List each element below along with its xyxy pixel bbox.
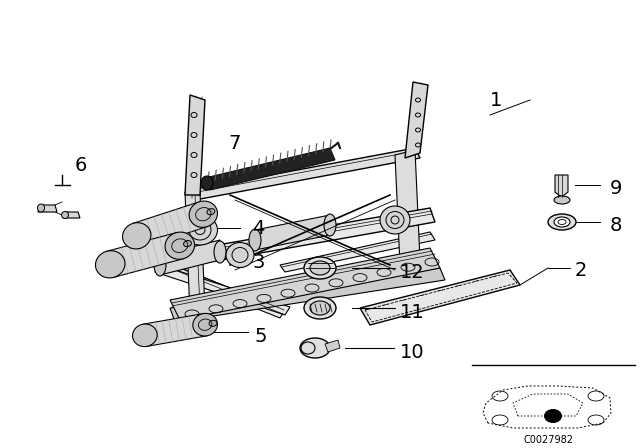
Ellipse shape [38, 204, 45, 212]
Polygon shape [395, 150, 420, 265]
Polygon shape [160, 240, 220, 275]
Ellipse shape [300, 338, 330, 358]
Ellipse shape [324, 214, 336, 236]
Ellipse shape [184, 241, 191, 247]
Ellipse shape [132, 324, 157, 347]
Polygon shape [255, 215, 330, 250]
Text: 9: 9 [610, 178, 622, 198]
Ellipse shape [193, 314, 218, 336]
Polygon shape [185, 95, 205, 195]
Text: 8: 8 [610, 215, 622, 234]
Text: 10: 10 [400, 343, 424, 362]
Ellipse shape [554, 217, 570, 227]
Ellipse shape [61, 211, 68, 219]
Text: C0027982: C0027982 [523, 435, 573, 445]
Text: 1: 1 [490, 90, 502, 109]
Ellipse shape [554, 196, 570, 204]
Text: 5: 5 [255, 327, 268, 345]
Polygon shape [205, 148, 335, 190]
Ellipse shape [249, 229, 261, 251]
Ellipse shape [95, 251, 125, 278]
Ellipse shape [304, 297, 336, 319]
Ellipse shape [182, 215, 218, 245]
Polygon shape [107, 233, 183, 277]
Ellipse shape [310, 261, 330, 275]
Text: 3: 3 [252, 253, 264, 271]
Polygon shape [555, 175, 568, 196]
Ellipse shape [310, 301, 330, 315]
Text: 2: 2 [575, 260, 588, 280]
Ellipse shape [214, 241, 226, 263]
Ellipse shape [548, 214, 576, 230]
Polygon shape [38, 205, 57, 212]
Polygon shape [190, 148, 420, 200]
Polygon shape [170, 268, 445, 322]
Polygon shape [280, 232, 435, 272]
Polygon shape [325, 340, 340, 352]
Text: 7: 7 [228, 134, 241, 152]
Ellipse shape [380, 206, 410, 234]
Polygon shape [155, 260, 285, 318]
Polygon shape [360, 270, 520, 325]
Polygon shape [143, 314, 207, 346]
Ellipse shape [201, 176, 213, 190]
Polygon shape [160, 208, 435, 270]
Polygon shape [155, 265, 290, 315]
Ellipse shape [122, 223, 151, 249]
Text: 12: 12 [400, 263, 425, 281]
Polygon shape [132, 202, 207, 248]
Ellipse shape [304, 257, 336, 279]
Ellipse shape [189, 201, 218, 227]
Polygon shape [185, 192, 205, 315]
Ellipse shape [154, 254, 166, 276]
Polygon shape [170, 248, 440, 320]
Ellipse shape [207, 209, 215, 215]
Text: 11: 11 [400, 302, 425, 322]
Ellipse shape [209, 320, 217, 326]
Polygon shape [405, 82, 428, 158]
Text: 4: 4 [252, 219, 264, 237]
Text: 6: 6 [75, 155, 88, 175]
Ellipse shape [165, 232, 195, 259]
Polygon shape [63, 212, 80, 218]
Ellipse shape [226, 242, 254, 267]
Ellipse shape [544, 409, 562, 423]
